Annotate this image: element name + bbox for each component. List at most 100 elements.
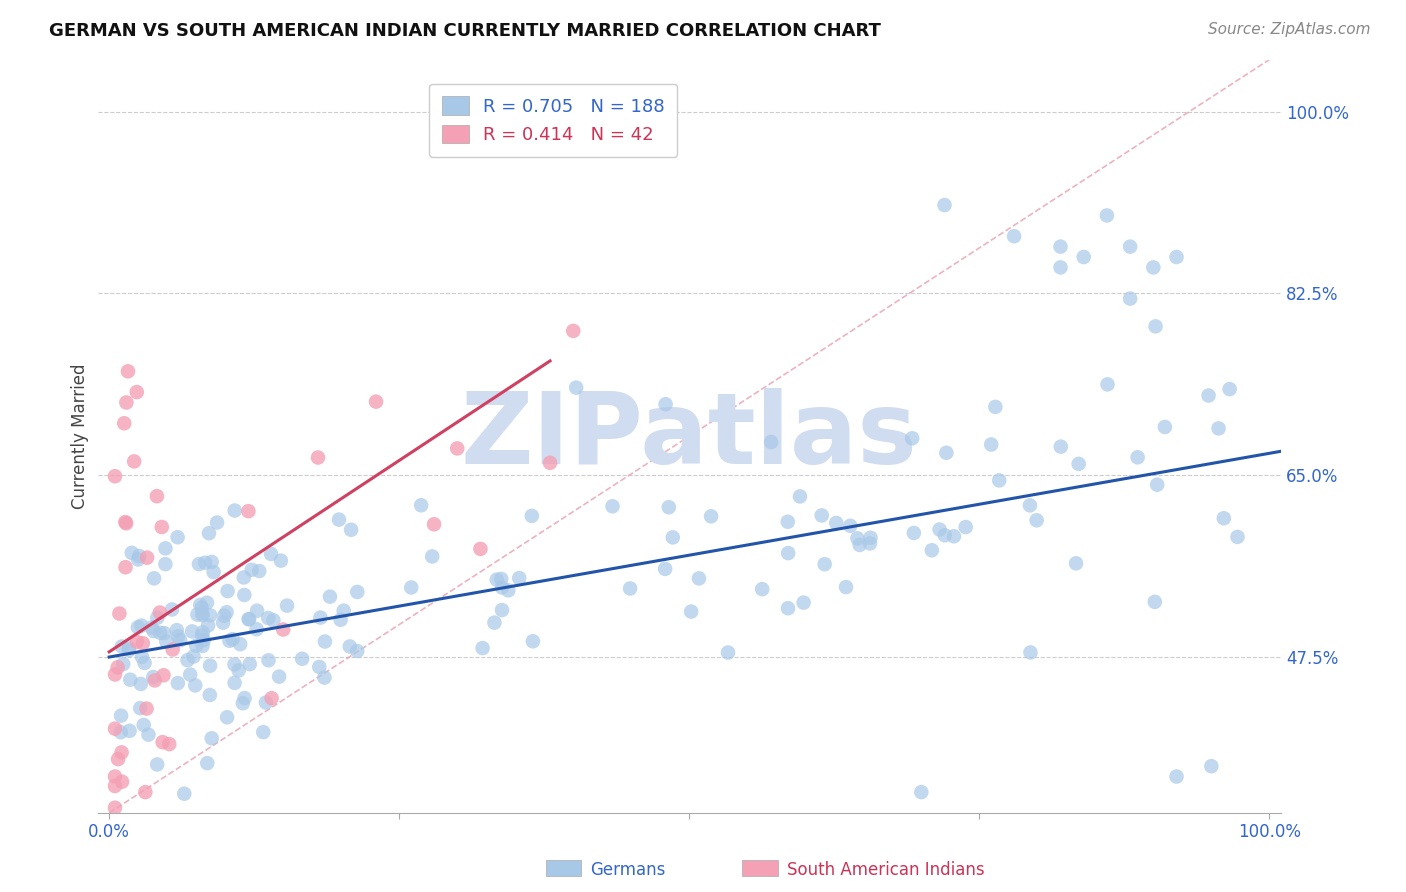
- Point: [1201, 759, 1223, 773]
- Point: [229, 637, 252, 651]
- Point: [1049, 440, 1071, 454]
- Point: [491, 581, 513, 595]
- Point: [489, 572, 512, 586]
- Point: [114, 560, 136, 574]
- Text: South American Indians: South American Indians: [787, 861, 986, 879]
- Point: [1019, 645, 1042, 659]
- Point: [198, 526, 221, 541]
- Point: [778, 546, 800, 560]
- Point: [115, 395, 138, 409]
- Point: [1143, 595, 1166, 609]
- Point: [846, 532, 869, 546]
- Point: [110, 725, 132, 739]
- Point: [118, 643, 141, 657]
- Point: [411, 498, 433, 512]
- Point: [446, 442, 468, 456]
- Point: [903, 525, 925, 540]
- Point: [217, 710, 239, 724]
- Point: [662, 530, 685, 544]
- Point: [111, 774, 134, 789]
- Point: [201, 731, 224, 746]
- Point: [1025, 513, 1047, 527]
- Point: [654, 397, 676, 411]
- Point: [110, 708, 132, 723]
- Point: [262, 613, 284, 627]
- Point: [224, 657, 246, 672]
- Point: [1154, 420, 1177, 434]
- Point: [423, 517, 446, 532]
- Point: [984, 400, 1007, 414]
- Point: [520, 508, 543, 523]
- Point: [271, 623, 294, 637]
- Point: [104, 779, 127, 793]
- Point: [136, 550, 159, 565]
- Point: [935, 446, 957, 460]
- Point: [215, 605, 238, 619]
- Point: [107, 752, 129, 766]
- Point: [149, 625, 172, 640]
- Point: [1198, 388, 1220, 402]
- Legend: R = 0.705   N = 188, R = 0.414   N = 42: R = 0.705 N = 188, R = 0.414 N = 42: [429, 84, 678, 157]
- Point: [688, 571, 710, 585]
- Point: [167, 629, 190, 643]
- Point: [115, 516, 138, 531]
- Point: [1002, 229, 1025, 244]
- Point: [166, 676, 188, 690]
- Point: [314, 634, 336, 648]
- Point: [825, 516, 848, 530]
- Point: [157, 737, 180, 751]
- Point: [198, 658, 221, 673]
- Point: [910, 785, 932, 799]
- Point: [118, 723, 141, 738]
- Point: [257, 611, 280, 625]
- Point: [205, 516, 228, 530]
- Point: [228, 664, 250, 678]
- Point: [132, 718, 155, 732]
- Point: [191, 600, 214, 615]
- Point: [1166, 250, 1188, 264]
- Point: [1097, 377, 1119, 392]
- Point: [201, 555, 224, 569]
- Point: [150, 520, 173, 534]
- Point: [776, 601, 799, 615]
- Point: [138, 728, 160, 742]
- Point: [160, 602, 183, 616]
- Point: [654, 562, 676, 576]
- Point: [125, 635, 148, 649]
- Point: [224, 503, 246, 517]
- Point: [269, 670, 291, 684]
- Point: [146, 757, 169, 772]
- Point: [143, 673, 166, 688]
- Point: [176, 653, 198, 667]
- Point: [522, 634, 544, 648]
- Point: [700, 509, 723, 524]
- Point: [195, 756, 218, 771]
- Point: [191, 639, 214, 653]
- Point: [191, 608, 214, 623]
- Point: [224, 676, 246, 690]
- Point: [240, 563, 263, 577]
- Point: [153, 626, 176, 640]
- Point: [214, 608, 236, 623]
- Point: [104, 770, 127, 784]
- Point: [238, 612, 260, 626]
- Point: [340, 523, 363, 537]
- Point: [129, 701, 152, 715]
- Point: [1119, 292, 1142, 306]
- Point: [122, 454, 145, 468]
- Point: [339, 640, 361, 654]
- Text: Germans: Germans: [591, 861, 666, 879]
- Point: [152, 668, 174, 682]
- Point: [1208, 421, 1230, 435]
- Point: [1049, 239, 1071, 253]
- Point: [114, 515, 136, 529]
- Point: [135, 701, 157, 715]
- Point: [921, 543, 943, 558]
- Point: [562, 324, 585, 338]
- Point: [217, 584, 239, 599]
- Point: [125, 385, 148, 400]
- Point: [108, 607, 131, 621]
- Point: [928, 523, 950, 537]
- Point: [110, 745, 132, 759]
- Point: [198, 608, 221, 623]
